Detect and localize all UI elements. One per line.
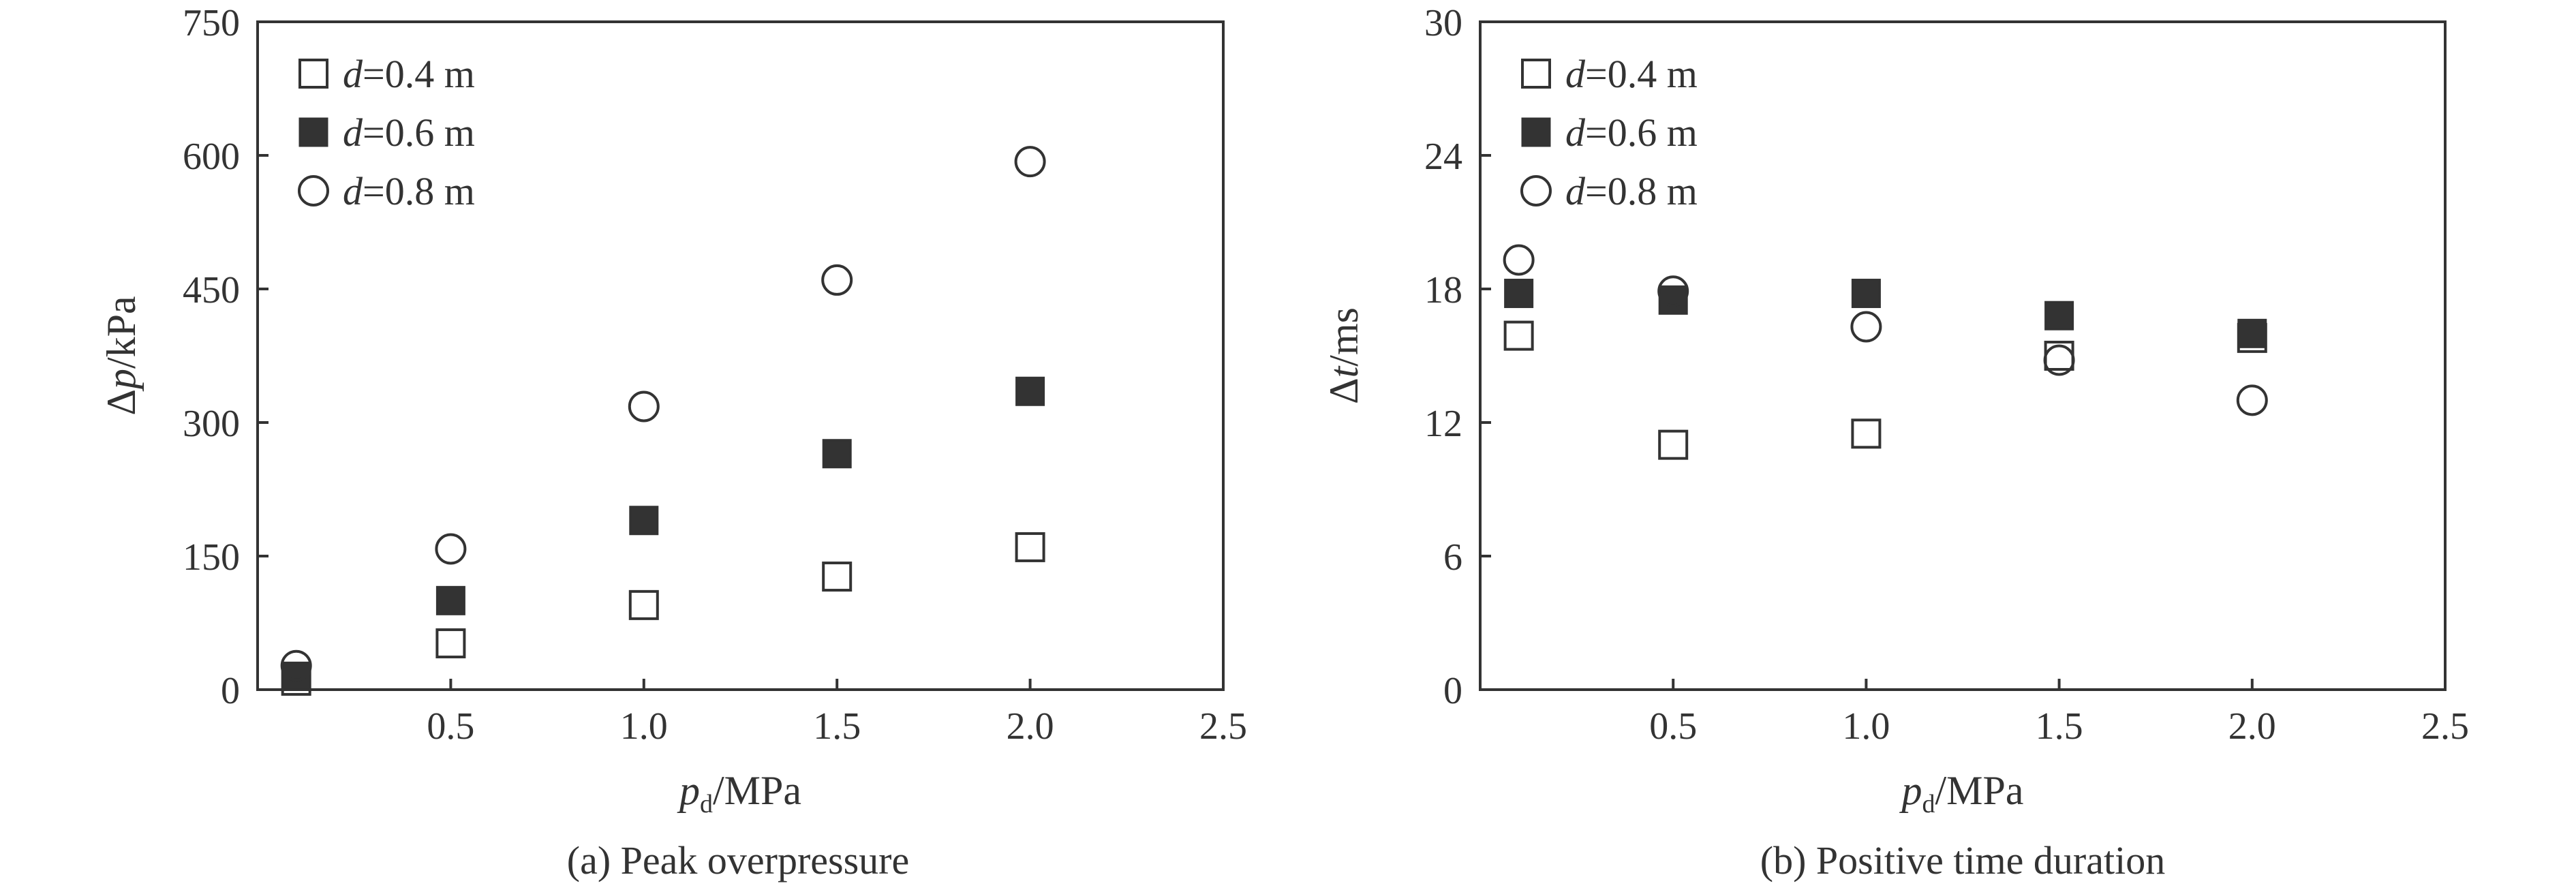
y-tick-label: 0	[1443, 670, 1462, 712]
x-tick-label: 1.5	[813, 705, 861, 748]
x-axis-label: pd/MPa	[677, 768, 801, 818]
series-3	[1503, 244, 2268, 416]
y-tick-label: 12	[1424, 403, 1462, 445]
data-point	[1658, 285, 1688, 315]
chart-panel-1: 0.5 1.0 1.5 2.0 2.5 0 150 300 450 600 750 pd/MPa Δp/…	[99, 2, 1247, 883]
y-tick-label: 750	[183, 2, 240, 44]
panel-caption: (a) Peak overpressure	[567, 838, 909, 883]
legend-marker-open-square	[1521, 59, 1551, 89]
data-point	[821, 264, 853, 296]
series-2	[1504, 279, 2267, 348]
plot-frame	[256, 20, 1225, 691]
x-tick-label: 1.5	[2036, 705, 2083, 748]
legend: d=0.4 m d=0.6 m d=0.8 m	[298, 52, 475, 213]
chart-panel-2: 0.5 1.0 1.5 2.0 2.5 0 6 12 18 24 30 pd/MPa Δt/ms (b) …	[1321, 2, 2469, 883]
data-point	[822, 562, 853, 592]
data-point	[822, 439, 852, 469]
legend-label: d=0.8 m	[1565, 169, 1698, 213]
legend-marker-open-circle	[298, 175, 329, 206]
legend-marker-filled-square	[1521, 117, 1551, 147]
y-axis-label: Δp/kPa	[99, 296, 144, 415]
data-point	[1015, 532, 1045, 562]
data-point	[2237, 318, 2267, 348]
data-point	[1014, 146, 1046, 178]
x-tick-label: 1.0	[620, 705, 668, 748]
legend: d=0.4 m d=0.6 m d=0.8 m	[1520, 52, 1698, 213]
plot-frame	[1479, 20, 2447, 691]
y-tick-label: 450	[183, 269, 240, 311]
legend-marker-open-circle	[1520, 175, 1552, 206]
x-tick-label: 2.5	[1199, 705, 1247, 748]
series-2	[281, 376, 1045, 691]
legend-label: d=0.4 m	[343, 52, 475, 96]
data-point	[628, 390, 660, 423]
series-1	[281, 532, 1045, 696]
data-point	[1504, 279, 1534, 309]
data-point	[435, 585, 465, 615]
x-tick-label: 0.5	[1649, 705, 1697, 748]
x-tick-label: 0.5	[427, 705, 474, 748]
data-point	[628, 589, 659, 620]
series-1	[1503, 320, 2267, 460]
data-point	[1015, 376, 1045, 406]
panel-caption: (b) Positive time duration	[1760, 838, 2165, 883]
y-tick-label: 150	[183, 536, 240, 579]
legend-marker-filled-square	[298, 117, 328, 147]
y-tick-label: 300	[183, 403, 240, 445]
legend-label: d=0.4 m	[1565, 52, 1698, 96]
legend-label: d=0.8 m	[343, 169, 475, 213]
y-tick-label: 30	[1424, 2, 1462, 44]
y-tick-label: 0	[221, 670, 240, 712]
data-point	[1658, 429, 1689, 460]
data-point	[2044, 301, 2074, 331]
data-point	[1503, 320, 1534, 351]
data-point	[1503, 244, 1535, 276]
data-point	[2236, 384, 2268, 416]
x-tick-label: 1.0	[1842, 705, 1890, 748]
data-point	[629, 506, 659, 536]
x-axis-label: pd/MPa	[1899, 768, 2023, 818]
y-tick-label: 6	[1443, 536, 1462, 579]
data-point	[1657, 275, 1689, 307]
data-point	[1850, 311, 1882, 343]
legend-label: d=0.6 m	[343, 110, 475, 155]
legend-marker-open-square	[298, 59, 328, 89]
data-point	[2043, 344, 2075, 376]
data-point	[435, 628, 466, 659]
y-axis-label: Δt/ms	[1321, 307, 1366, 404]
y-tick-label: 18	[1424, 269, 1462, 311]
x-tick-label: 2.0	[1007, 705, 1054, 748]
data-point	[1851, 279, 1881, 309]
y-tick-label: 600	[183, 136, 240, 178]
x-tick-label: 2.0	[2228, 705, 2276, 748]
data-point	[1851, 418, 1882, 449]
x-tick-label: 2.5	[2421, 705, 2469, 748]
data-point	[280, 649, 312, 681]
series-3	[280, 146, 1046, 681]
data-point	[435, 533, 467, 565]
legend-label: d=0.6 m	[1565, 110, 1698, 155]
y-tick-label: 24	[1424, 136, 1462, 178]
